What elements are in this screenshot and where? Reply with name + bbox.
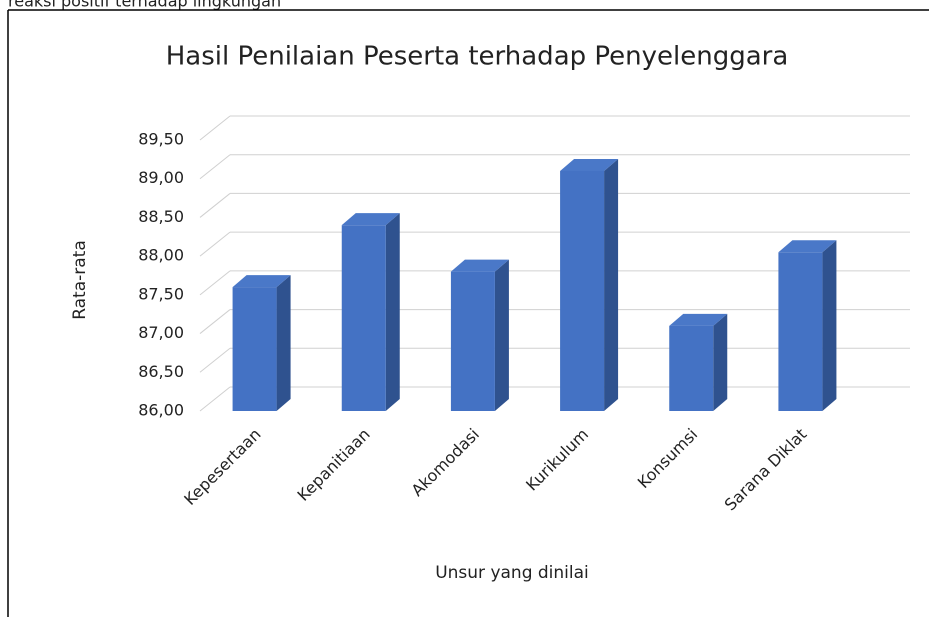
bar [232,287,277,411]
bar-top [450,259,509,272]
bar-side [276,275,291,411]
bar-side [822,240,837,411]
x-tick-label: Kurikulum [522,425,592,495]
x-axis-title: Unsur yang dinilai [435,563,589,583]
y-tick-label: 88,00 [138,246,184,265]
x-tick-label: Konsumsi [634,425,702,493]
y-tick-label: 86,50 [138,362,184,381]
y-tick-label: 88,50 [138,207,184,226]
grid-diagonal [199,270,231,296]
bar-side [713,313,728,411]
bar-top [341,213,400,226]
chart-title: Hasil Penilaian Peserta terhadap Penyele… [166,42,789,72]
bar-top [232,275,291,288]
grid-diagonal [199,193,231,218]
bar-top [778,240,837,253]
x-tick-label: Sarana Diklat [721,425,811,515]
y-axis-title: Rata-rata [70,240,90,320]
y-tick-label: 87,50 [138,284,184,303]
grid-diagonal [199,231,231,257]
grid-diagonal [199,115,231,141]
x-tick-label: Kepesertaan [180,425,264,509]
bar-top [669,313,728,326]
y-tick-label: 89,50 [138,130,184,149]
grid-diagonal [199,309,231,334]
bar-side [385,213,400,411]
x-tick-label: Akomodasi [408,425,483,500]
y-tick-label: 89,00 [138,168,184,187]
x-tick-label: Kepanitiaan [293,425,373,505]
bar-top [560,158,619,171]
y-tick-label: 86,00 [138,401,184,420]
grid-diagonal [199,386,231,412]
bar [560,170,605,411]
grid-diagonal [199,154,231,180]
bar-side [604,158,619,411]
bar-side [494,259,509,411]
bar [778,252,823,411]
bar [669,325,714,411]
header-fragment: reaksi positif terhadap lingkungan [8,0,281,11]
y-tick-label: 87,00 [138,323,184,342]
bar [450,271,495,411]
bar [341,225,386,411]
grid-diagonal [199,347,231,373]
